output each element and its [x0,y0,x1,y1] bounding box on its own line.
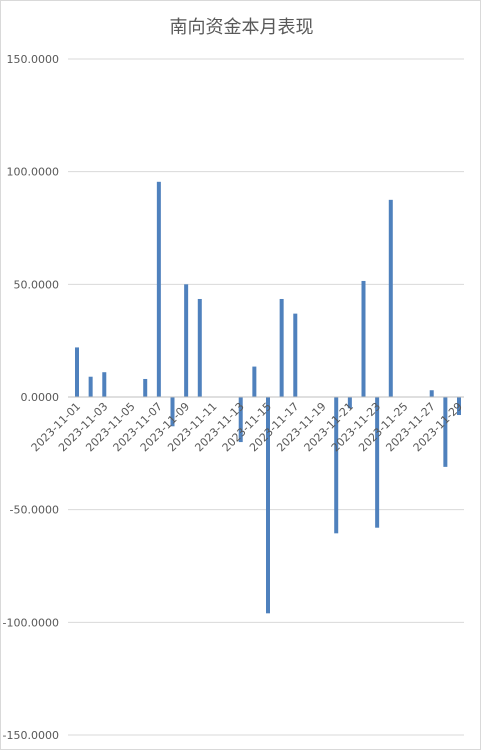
bar-2023-11-23 [375,397,380,528]
y-tick-label: -100.0000 [3,616,59,629]
y-tick-label: -150.0000 [3,729,59,742]
bar-2023-11-21 [347,397,352,409]
bar-2023-11-29 [457,397,461,416]
bar-2023-11-01 [75,347,79,397]
y-tick-label: 100.0000 [7,166,60,179]
y-tick-label: 150.0000 [7,53,60,66]
bar-2023-11-02 [88,376,93,397]
bar-2023-11-09 [184,284,189,397]
bar-2023-11-27 [429,390,434,397]
y-tick-label: 50.0000 [14,278,60,291]
bar-2023-11-20 [334,397,339,534]
chart-title: 南向资金本月表现 [169,17,314,38]
bar-2023-11-10 [197,298,202,397]
bar-2023-11-28 [443,397,448,467]
bar-2023-11-15 [266,397,270,614]
bar-2023-11-06 [143,378,148,397]
bar-2023-11-16 [279,298,284,397]
bar-2023-11-24 [388,199,393,397]
bar-2023-11-08 [170,397,175,427]
bar-2023-11-07 [156,181,161,397]
y-tick-label: -50.0000 [10,504,59,517]
bar-2023-11-22 [361,280,366,397]
bar-2023-11-03 [102,372,107,397]
bar-2023-11-14 [252,366,257,397]
bar-2023-11-13 [238,397,243,443]
bar-2023-11-17 [293,313,298,397]
y-tick-label: 0.0000 [21,391,60,404]
